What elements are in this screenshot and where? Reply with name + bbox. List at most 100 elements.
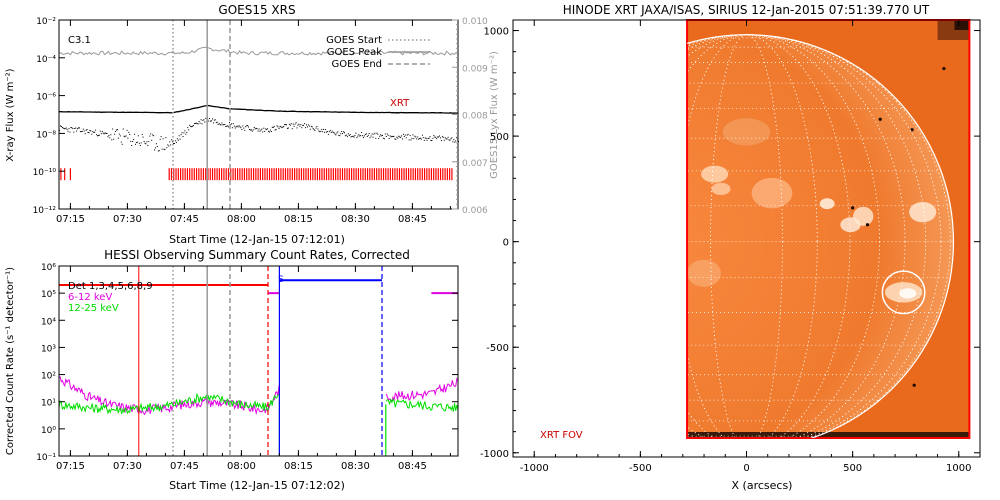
goes-short-point	[406, 134, 408, 136]
goes-short-point	[219, 124, 221, 126]
goes-title: GOES15 XRS	[218, 3, 295, 17]
goes-short-point	[348, 135, 350, 136]
goes-short-point	[416, 138, 418, 140]
xrt-dark-spot	[865, 223, 870, 227]
goes-short-point	[407, 133, 409, 135]
goes-short-point	[399, 136, 401, 138]
goes-short-point	[114, 133, 116, 135]
goes-short-point	[173, 142, 174, 144]
goes-short-point	[270, 131, 272, 132]
goes-x-tick-label: 08:15	[284, 214, 313, 225]
goes-short-point	[192, 125, 194, 127]
goes-short-point	[123, 135, 125, 137]
goes-short-point	[77, 128, 78, 130]
goes-short-point	[175, 141, 177, 143]
xrt-bright-region	[751, 177, 793, 209]
goes-short-point	[372, 136, 374, 138]
goes-short-point	[411, 137, 413, 139]
xrt-sun-image	[687, 20, 970, 438]
goes-short-point	[344, 132, 345, 134]
goes-short-point	[280, 125, 282, 127]
goes-short-point	[242, 125, 244, 127]
goes-short-point	[250, 129, 252, 131]
goes-short-point	[122, 128, 124, 130]
goes-short-point	[335, 134, 337, 136]
goes-short-point	[154, 147, 156, 149]
goes-short-point	[308, 125, 310, 127]
goes-short-point	[79, 127, 80, 129]
goes-short-point	[336, 132, 338, 134]
goes-short-point	[201, 123, 203, 125]
legend-goes-end: GOES End	[332, 59, 382, 70]
goes-short-point	[284, 124, 286, 126]
goes-short-point	[184, 130, 186, 132]
goes-short-point	[325, 129, 326, 131]
xrt-bottom-strip	[687, 432, 970, 438]
goes-short-point	[227, 125, 229, 127]
goes-short-point	[333, 132, 335, 134]
xrt-xlabel: X (arcsecs)	[732, 479, 793, 492]
goes-short-point	[103, 133, 105, 135]
goes-short-point	[272, 126, 274, 128]
goes-short-point	[213, 119, 215, 121]
goes-short-point	[171, 139, 173, 141]
xrt-grid-longitude	[687, 34, 818, 438]
goes-short-point	[297, 124, 299, 126]
goes-short-point	[199, 122, 201, 124]
goes-short-point	[98, 134, 99, 136]
goes-short-point	[358, 134, 360, 136]
legend-hessi-det: Det 1,3,4,5,6,8,9	[68, 281, 153, 292]
goes-short-point	[137, 135, 139, 137]
goes-short-point	[60, 125, 61, 127]
goes-short-point	[134, 133, 136, 135]
goes-short-point	[65, 127, 67, 129]
goes-short-point	[97, 135, 98, 137]
goes-short-point	[154, 149, 155, 151]
goes-short-point	[170, 144, 172, 146]
hessi-x-axis: 07:15 07:30 07:45 08:00 08:15 08:30 08:45	[56, 266, 451, 472]
hessi-y-tick-label: 10⁶	[41, 263, 56, 273]
goes-short-series	[59, 117, 459, 152]
goes-short-point	[394, 138, 396, 140]
goes-short-point	[311, 126, 313, 128]
goes-short-point	[196, 123, 198, 125]
xrt-solar-limb	[687, 34, 955, 438]
goes-short-point	[168, 145, 170, 147]
goes-short-point	[117, 129, 118, 131]
goes-short-point	[316, 126, 318, 127]
hessi-series-line	[58, 392, 459, 415]
goes-short-point	[373, 133, 375, 135]
goes-y-tick-label: 10⁻¹⁰	[33, 168, 57, 178]
xrt-x-tick-label: 500	[843, 463, 862, 474]
xrt-grid-longitude	[687, 34, 942, 438]
hessi-series-line	[58, 376, 459, 416]
goes-short-point	[361, 132, 363, 134]
hessi-panel: HESSI Observing Summary Count Rates, Cor…	[5, 248, 459, 492]
goes-short-point	[98, 134, 100, 136]
goes-short-point	[99, 130, 101, 132]
goes-y2-tick-label: 0.007	[462, 159, 488, 169]
goes-short-point	[353, 136, 355, 138]
goes-short-point	[368, 133, 370, 134]
goes-short-point	[159, 138, 161, 140]
goes-short-point	[327, 133, 329, 135]
goes-short-point	[274, 129, 276, 131]
goes-short-point	[383, 138, 385, 140]
goes-short-point	[135, 142, 137, 144]
goes-short-point	[350, 136, 352, 138]
goes-short-point	[324, 131, 326, 133]
goes-short-point	[95, 129, 97, 131]
goes-short-point	[83, 130, 85, 132]
goes-short-point	[67, 130, 69, 132]
goes-short-point	[444, 137, 446, 139]
goes-short-point	[309, 128, 311, 130]
goes-short-point	[396, 136, 398, 138]
goes-long-series	[58, 104, 458, 114]
goes-short-point	[181, 132, 183, 134]
goes-short-point	[384, 133, 386, 135]
goes-short-point	[226, 125, 228, 127]
goes-short-point	[248, 126, 249, 128]
goes-short-point	[252, 129, 254, 131]
goes-short-point	[445, 138, 447, 140]
